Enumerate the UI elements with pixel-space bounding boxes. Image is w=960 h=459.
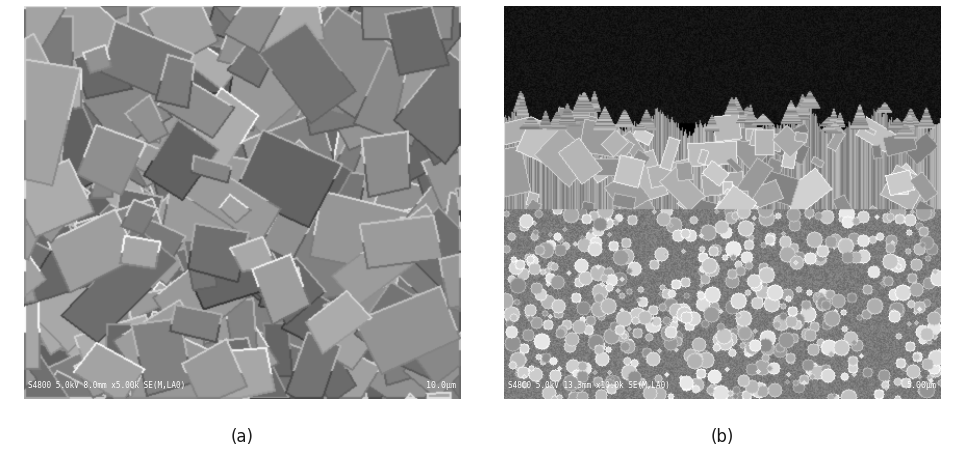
Text: 10.0μm: 10.0μm <box>426 381 456 390</box>
Text: S48C0 5.0kV 13.3mm x10.0k SE(M,LA0): S48C0 5.0kV 13.3mm x10.0k SE(M,LA0) <box>509 381 670 390</box>
Text: (b): (b) <box>710 427 734 445</box>
Text: (a): (a) <box>231 427 253 445</box>
Text: 5.00μm: 5.00μm <box>906 381 936 390</box>
Text: S4800 5.0kV 8.0mm x5.00k SE(M,LA0): S4800 5.0kV 8.0mm x5.00k SE(M,LA0) <box>29 381 185 390</box>
